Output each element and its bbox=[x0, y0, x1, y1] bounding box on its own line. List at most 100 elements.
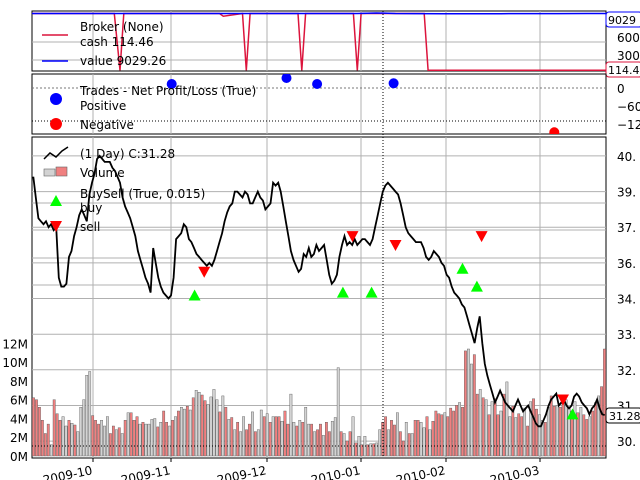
trades-legend-negative-swatch bbox=[50, 118, 62, 130]
xtick-label: 2010-02 bbox=[395, 463, 447, 480]
close-price-series bbox=[32, 154, 605, 428]
volume-bar bbox=[543, 422, 547, 457]
volume-bar bbox=[38, 407, 41, 457]
volume-bar bbox=[342, 433, 346, 457]
volume-bar bbox=[52, 399, 56, 457]
volume-bar bbox=[597, 395, 600, 457]
trade-positive-marker bbox=[281, 74, 292, 83]
volume-bar bbox=[106, 416, 109, 457]
volume-bar bbox=[535, 408, 538, 457]
volume-bar bbox=[508, 416, 512, 457]
broker-panel: 600 300 9029 114.4 Broker (None) cash 11… bbox=[31, 10, 640, 78]
volume-bar bbox=[43, 433, 47, 457]
volume-bar bbox=[493, 398, 497, 457]
price-ytick: 30. bbox=[617, 435, 636, 449]
volume-bars bbox=[32, 348, 606, 457]
price-legend-volume-swatch-up bbox=[43, 168, 56, 177]
volume-bar bbox=[455, 405, 458, 457]
volume-bar bbox=[603, 348, 606, 457]
trades-ytick: 0 bbox=[617, 82, 625, 96]
trades-legend-positive: Positive bbox=[80, 99, 126, 113]
broker-ytick: 300 bbox=[617, 49, 640, 63]
volume-bar bbox=[46, 423, 50, 457]
volume-bar bbox=[55, 413, 59, 457]
volume-bar bbox=[79, 407, 83, 457]
volume-bar bbox=[218, 411, 222, 457]
volume-bar bbox=[254, 431, 257, 457]
volume-bar bbox=[591, 410, 595, 457]
volume-bar bbox=[283, 410, 287, 457]
volume-bar bbox=[129, 412, 133, 457]
volume-bar bbox=[336, 367, 340, 457]
volume-bar bbox=[576, 412, 580, 457]
price-legend-sell-swatch bbox=[50, 221, 62, 232]
volume-bar bbox=[200, 394, 204, 457]
volume-bar bbox=[600, 386, 603, 457]
volume-bar bbox=[517, 413, 521, 457]
trades-panel-frame bbox=[31, 73, 607, 135]
volume-bar bbox=[292, 422, 296, 457]
volume-bar bbox=[194, 390, 198, 457]
volume-bar bbox=[64, 425, 68, 457]
volume-bar bbox=[150, 419, 154, 457]
volume-bar bbox=[464, 350, 467, 457]
volume-bar bbox=[188, 409, 192, 457]
volume-bar bbox=[227, 419, 231, 457]
broker-yaxis: 600 300 bbox=[617, 31, 640, 63]
volume-bar bbox=[558, 407, 562, 457]
volume-bar bbox=[348, 431, 352, 457]
volume-bar bbox=[144, 423, 148, 457]
volume-bar bbox=[307, 423, 311, 457]
broker-value-label: 9029 bbox=[608, 14, 636, 27]
volume-bar bbox=[511, 406, 515, 457]
sell-marker bbox=[389, 240, 402, 251]
volume-bar bbox=[588, 416, 592, 457]
volume-bar bbox=[339, 431, 343, 457]
volume-bar bbox=[165, 422, 169, 457]
volume-bar bbox=[487, 414, 491, 457]
volume-bar bbox=[378, 429, 382, 457]
broker-value-label-box bbox=[605, 11, 640, 28]
volume-bar bbox=[280, 421, 284, 457]
volume-bar bbox=[298, 420, 302, 457]
volume-bar bbox=[555, 405, 559, 457]
price-legend-close: (1 Day) C:31.28 bbox=[80, 147, 175, 161]
volume-bar bbox=[434, 410, 438, 457]
volume-bar bbox=[109, 433, 112, 457]
volume-bar bbox=[242, 416, 245, 457]
volume-bar bbox=[206, 404, 210, 457]
price-last-label: 31.28 bbox=[605, 407, 640, 424]
volume-bar bbox=[446, 416, 450, 457]
volume-bar bbox=[437, 413, 441, 457]
volume-bar bbox=[372, 443, 376, 457]
trades-legend-title: Trades - Net Profit/Loss (True) bbox=[79, 84, 256, 98]
volume-bar bbox=[561, 403, 565, 457]
broker-value-last-label: 9029 bbox=[605, 11, 640, 28]
volume-bar bbox=[35, 399, 38, 457]
volume-bar bbox=[390, 420, 393, 457]
volume-bar bbox=[478, 389, 482, 457]
volume-bar bbox=[82, 399, 86, 457]
volume-bar bbox=[440, 414, 444, 457]
volume-bar bbox=[215, 399, 219, 457]
volume-bar bbox=[354, 442, 358, 457]
volume-bar bbox=[162, 410, 166, 457]
buy-marker bbox=[188, 289, 201, 301]
volume-bar bbox=[301, 422, 305, 457]
volume-bar bbox=[449, 407, 453, 457]
volume-bar bbox=[481, 397, 485, 457]
trade-positive-marker bbox=[166, 79, 177, 89]
volume-bar bbox=[529, 401, 532, 457]
volume-bar bbox=[91, 415, 95, 457]
price-legend-line-swatch bbox=[43, 146, 69, 160]
volume-bar bbox=[564, 399, 568, 457]
volume-bar bbox=[286, 423, 290, 457]
volume-bar bbox=[496, 414, 500, 457]
buy-marker bbox=[566, 408, 579, 420]
volume-bar bbox=[236, 422, 240, 457]
volume-bar bbox=[88, 371, 92, 457]
volume-bar bbox=[505, 381, 509, 457]
volume-ytick: 2M bbox=[10, 431, 28, 445]
price-legend-volume-swatch-down bbox=[55, 166, 68, 177]
volume-bar bbox=[61, 416, 65, 457]
